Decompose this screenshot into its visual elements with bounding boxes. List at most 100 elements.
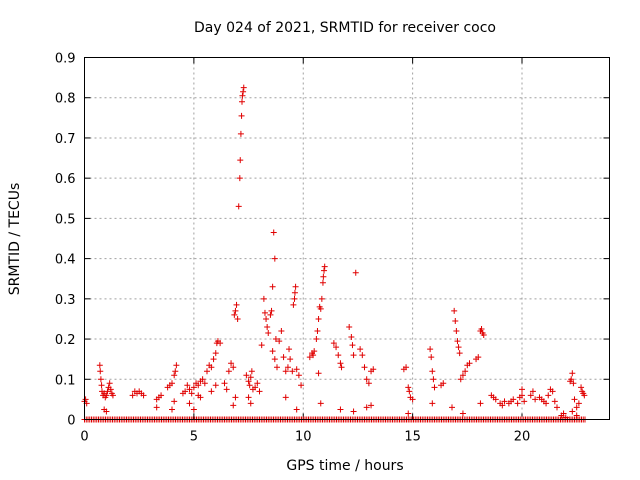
data-point	[188, 390, 195, 397]
data-point	[233, 301, 240, 308]
data-point	[532, 396, 539, 403]
data-point	[212, 350, 219, 357]
data-point	[230, 402, 237, 409]
data-point	[315, 315, 322, 322]
data-point	[313, 336, 320, 343]
data-point	[551, 398, 558, 405]
data-point	[208, 364, 215, 371]
data-point	[431, 384, 438, 391]
data-point	[440, 380, 447, 387]
data-point	[232, 394, 239, 401]
data-point	[575, 400, 582, 407]
data-point	[280, 354, 287, 361]
data-point	[239, 98, 245, 105]
data-point	[245, 394, 252, 401]
x-tick-label: 0	[80, 430, 88, 445]
data-point	[466, 360, 473, 367]
data-point	[549, 388, 556, 395]
data-point	[293, 406, 300, 413]
data-point	[103, 408, 110, 415]
data-point	[106, 380, 113, 387]
data-point	[264, 323, 271, 330]
data-point	[501, 398, 508, 405]
data-point	[348, 334, 355, 341]
data-point	[104, 388, 111, 395]
data-point	[254, 380, 261, 387]
data-point	[274, 364, 280, 371]
data-point	[172, 368, 179, 375]
data-point	[569, 408, 576, 415]
data-point	[480, 332, 487, 339]
data-point	[129, 392, 136, 399]
data-point	[455, 344, 462, 351]
data-point	[293, 366, 300, 373]
data-point	[406, 388, 413, 395]
data-point	[82, 396, 89, 403]
data-point	[223, 386, 230, 393]
data-point	[350, 408, 357, 415]
data-point	[210, 356, 217, 363]
data-point	[359, 352, 366, 359]
data-point	[98, 382, 105, 389]
data-point	[238, 112, 245, 119]
data-point	[232, 307, 239, 314]
data-point	[510, 396, 517, 403]
data-point	[292, 283, 299, 290]
data-point	[246, 382, 253, 389]
data-point	[543, 400, 550, 407]
data-point	[272, 336, 279, 343]
data-point	[430, 376, 437, 383]
data-point	[365, 380, 372, 387]
data-point	[478, 326, 485, 332]
data-point	[240, 84, 247, 91]
data-point	[321, 263, 328, 270]
data-point	[338, 364, 345, 371]
data-point	[109, 392, 116, 399]
data-point	[527, 392, 534, 399]
data-point	[247, 374, 254, 381]
data-point	[282, 394, 289, 401]
x-tick-label: 20	[514, 430, 531, 445]
data-point	[173, 362, 180, 369]
data-point	[286, 346, 293, 353]
data-point	[182, 388, 189, 395]
y-tick-label: 0.9	[55, 52, 76, 67]
data-point	[140, 392, 147, 399]
data-point	[240, 88, 247, 95]
data-point	[234, 315, 241, 322]
x-tick-label: 10	[295, 430, 312, 445]
data-point	[260, 295, 267, 302]
data-point	[263, 315, 270, 322]
data-point	[212, 382, 219, 389]
data-point	[475, 354, 482, 361]
x-axis-label: GPS time / hours	[286, 458, 403, 474]
y-tick-label: 0.8	[55, 92, 76, 107]
data-point	[225, 368, 232, 375]
data-point	[153, 404, 160, 411]
data-point	[228, 360, 235, 367]
data-point	[477, 400, 484, 407]
y-tick-label: 0.3	[55, 293, 76, 308]
data-point	[409, 396, 416, 403]
data-point	[346, 323, 353, 330]
x-tick-label: 5	[190, 430, 198, 445]
data-point	[573, 404, 580, 411]
grid-lines	[84, 57, 610, 420]
data-point	[237, 157, 244, 164]
data-point	[197, 394, 204, 401]
data-point	[333, 344, 340, 351]
data-point	[186, 400, 193, 407]
data-point	[199, 376, 206, 383]
data-point	[247, 400, 254, 407]
data-point	[403, 364, 410, 371]
data-point	[570, 380, 577, 387]
x-tick-label: 15	[404, 430, 421, 445]
data-point	[221, 380, 228, 387]
data-point	[453, 328, 460, 335]
data-point	[449, 404, 455, 411]
data-point	[569, 370, 576, 377]
data-point	[290, 301, 297, 308]
data-point	[289, 368, 296, 375]
data-point	[352, 269, 359, 276]
data-point	[169, 380, 175, 387]
